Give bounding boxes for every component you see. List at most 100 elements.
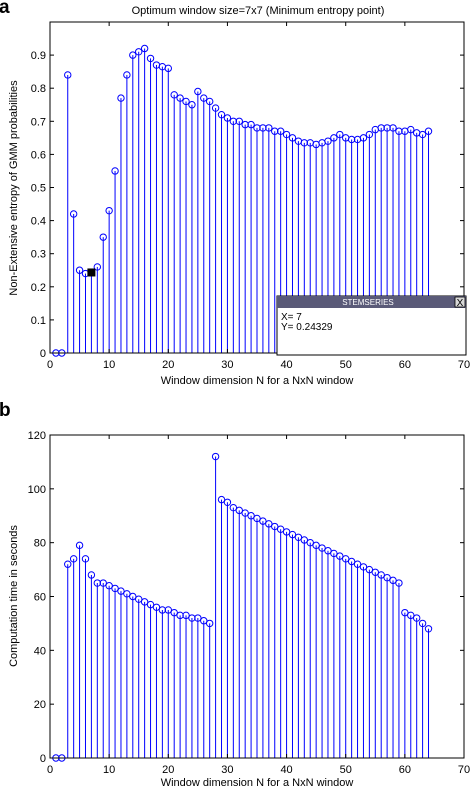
- stem-marker[interactable]: [111, 584, 119, 593]
- stem-marker[interactable]: [377, 571, 385, 579]
- stem-marker[interactable]: [69, 210, 78, 218]
- stem-marker[interactable]: [129, 51, 137, 59]
- stem-marker[interactable]: [123, 590, 131, 598]
- stem-marker[interactable]: [205, 619, 214, 628]
- stem-marker[interactable]: [87, 571, 96, 579]
- stem-marker[interactable]: [324, 547, 332, 555]
- stem-marker[interactable]: [276, 525, 285, 533]
- stem-marker[interactable]: [424, 625, 433, 633]
- stem-marker[interactable]: [194, 614, 202, 622]
- stem-marker[interactable]: [111, 167, 119, 175]
- stem-marker[interactable]: [217, 110, 226, 119]
- stem-marker[interactable]: [265, 520, 273, 528]
- stem-marker[interactable]: [182, 611, 190, 620]
- stem-marker[interactable]: [276, 127, 285, 135]
- stem-marker[interactable]: [200, 617, 208, 625]
- stem-marker[interactable]: [129, 592, 137, 601]
- stem-marker[interactable]: [105, 206, 113, 215]
- stem-marker[interactable]: [424, 127, 433, 135]
- stem-marker[interactable]: [347, 557, 356, 566]
- stem-marker[interactable]: [401, 608, 409, 617]
- stem-marker[interactable]: [371, 568, 379, 576]
- datatip-close-icon[interactable]: X: [457, 298, 464, 309]
- stem-marker[interactable]: [389, 124, 397, 132]
- stem-marker[interactable]: [271, 522, 279, 531]
- stem-marker[interactable]: [259, 517, 267, 525]
- stem-marker[interactable]: [288, 134, 297, 142]
- stem-marker[interactable]: [253, 514, 261, 523]
- stem-marker[interactable]: [389, 576, 397, 585]
- stem-marker[interactable]: [342, 555, 350, 563]
- stem-marker[interactable]: [241, 509, 249, 517]
- stem-marker[interactable]: [418, 619, 427, 628]
- stem-marker[interactable]: [64, 560, 72, 568]
- stem-marker[interactable]: [300, 536, 309, 544]
- stem-marker[interactable]: [365, 130, 374, 139]
- stem-marker[interactable]: [395, 579, 403, 587]
- stem-marker[interactable]: [123, 71, 131, 79]
- stem-marker[interactable]: [407, 611, 415, 620]
- stem-marker[interactable]: [135, 595, 143, 603]
- stem-marker[interactable]: [407, 125, 415, 134]
- stem-marker[interactable]: [93, 263, 102, 271]
- stem-marker[interactable]: [383, 573, 391, 582]
- stem-marker[interactable]: [99, 233, 107, 241]
- stem-marker[interactable]: [265, 124, 273, 132]
- stem-marker[interactable]: [247, 512, 255, 520]
- stem-marker[interactable]: [188, 101, 196, 109]
- stem-marker[interactable]: [294, 533, 303, 541]
- stem-marker[interactable]: [223, 498, 232, 506]
- stem-marker[interactable]: [359, 563, 368, 571]
- stem-marker[interactable]: [247, 120, 255, 129]
- stem-marker[interactable]: [306, 538, 314, 547]
- stem-marker[interactable]: [318, 544, 326, 552]
- stem-marker[interactable]: [235, 506, 243, 515]
- stem-marker[interactable]: [235, 117, 243, 126]
- stem-marker[interactable]: [135, 48, 143, 56]
- stem-marker[interactable]: [64, 71, 72, 79]
- stem-marker[interactable]: [229, 503, 238, 512]
- stem-marker[interactable]: [164, 606, 172, 614]
- stem-marker[interactable]: [211, 452, 220, 461]
- stem-marker[interactable]: [182, 97, 190, 106]
- stem-marker[interactable]: [105, 582, 113, 590]
- stem-marker[interactable]: [353, 560, 362, 568]
- datatip-close-button[interactable]: [454, 296, 466, 308]
- datatip[interactable]: STEMSERIES X X= 7 Y= 0.24329: [276, 295, 467, 356]
- stem-marker[interactable]: [336, 130, 344, 139]
- stem-marker[interactable]: [365, 565, 374, 574]
- stem-marker[interactable]: [117, 587, 125, 595]
- stem-marker[interactable]: [336, 552, 344, 560]
- stem-marker[interactable]: [170, 608, 178, 617]
- stem-marker[interactable]: [146, 600, 155, 609]
- stem-marker[interactable]: [176, 94, 184, 102]
- stem-marker[interactable]: [152, 603, 161, 611]
- stem-marker[interactable]: [170, 91, 178, 99]
- stem-marker[interactable]: [205, 97, 214, 106]
- selected-point-marker[interactable]: [87, 268, 96, 277]
- stem-marker[interactable]: [99, 579, 107, 587]
- stem-marker[interactable]: [117, 94, 125, 102]
- stem-marker[interactable]: [75, 541, 84, 550]
- stem-marker[interactable]: [146, 54, 155, 63]
- stem-marker[interactable]: [75, 266, 84, 274]
- stem-marker[interactable]: [418, 130, 427, 139]
- stem-marker[interactable]: [288, 530, 297, 539]
- stem-marker[interactable]: [140, 44, 149, 53]
- stem-marker[interactable]: [200, 94, 208, 102]
- stem-marker[interactable]: [194, 87, 202, 96]
- stem-marker[interactable]: [282, 528, 291, 536]
- stem-marker[interactable]: [359, 134, 368, 142]
- stem-marker[interactable]: [324, 137, 332, 145]
- stem-marker[interactable]: [217, 495, 226, 504]
- stem-marker[interactable]: [282, 130, 291, 139]
- stem-marker[interactable]: [223, 114, 232, 122]
- stem-marker[interactable]: [330, 549, 338, 558]
- stem-marker[interactable]: [330, 134, 338, 142]
- stem-marker[interactable]: [81, 555, 90, 563]
- stem-marker[interactable]: [140, 598, 149, 606]
- stem-marker[interactable]: [69, 555, 78, 563]
- stem-marker[interactable]: [211, 104, 220, 112]
- stem-marker[interactable]: [312, 541, 320, 550]
- stem-marker[interactable]: [412, 614, 421, 622]
